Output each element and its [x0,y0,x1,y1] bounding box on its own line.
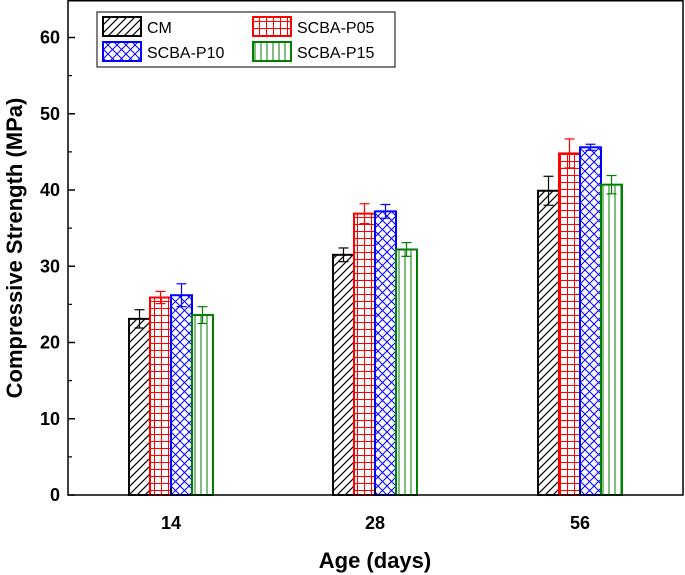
y-tick-label: 0 [50,485,60,505]
error-bar-scba-p10-14 [176,283,187,308]
bar-cm-14 [128,317,151,496]
y-tick-label: 50 [40,104,60,124]
x-axis-title: Age (days) [319,548,431,573]
y-tick-label: 30 [40,256,60,276]
bar-scba-p15-56 [600,183,623,496]
x-tick-label: 14 [161,513,181,533]
y-tick-label: 40 [40,180,60,200]
bar-cm-56 [537,189,560,496]
bar-scba-p05-56 [558,152,581,496]
legend-label-scba-p10: SCBA-P10 [147,45,224,62]
error-bar-scba-p05-56 [564,138,575,169]
error-bar-scba-p05-14 [155,290,166,305]
legend-frame [96,11,396,68]
legend-label-scba-p05: SCBA-P05 [297,20,374,37]
bar-scba-p10-56 [579,146,602,497]
legend-swatch-scba-p10 [102,41,142,62]
legend-label-scba-p15: SCBA-P15 [297,45,374,62]
legend-swatch-scba-p15 [252,41,292,62]
error-bar-scba-p15-56 [606,174,617,195]
y-tick-label: 10 [40,409,60,429]
error-bar-scba-p05-28 [359,203,370,225]
bar-scba-p15-28 [395,248,418,496]
legend-swatch-cm [102,16,142,37]
error-bar-cm-56 [543,175,554,206]
error-bar-cm-28 [338,247,349,263]
bar-cm-28 [332,253,355,496]
error-bar-cm-14 [134,309,145,329]
x-axis: 14 28 56 [161,488,590,533]
legend: CM SCBA-P05 SCBA-P10 SCBA-P15 [96,11,396,68]
x-tick-label: 56 [570,513,590,533]
y-axis-title: Compressive Strength (MPa) [2,98,27,399]
error-bar-scba-p15-28 [401,242,412,257]
x-tick-label: 28 [365,513,385,533]
bar-scba-p05-14 [149,296,172,497]
legend-label-cm: CM [147,20,172,37]
legend-swatch-scba-p05 [252,16,292,37]
error-bar-scba-p15-14 [197,306,208,325]
error-bar-scba-p10-56 [585,143,596,151]
y-tick-label: 20 [40,333,60,353]
bar-scba-p10-14 [170,294,193,496]
bar-scba-p15-14 [191,314,214,496]
error-bar-scba-p10-28 [380,203,391,219]
bar-scba-p10-28 [374,210,397,496]
y-tick-label: 60 [40,28,60,48]
plot-area [128,138,623,497]
y-axis: 0 10 20 30 40 50 60 [40,28,75,505]
bar-scba-p05-28 [353,212,376,496]
